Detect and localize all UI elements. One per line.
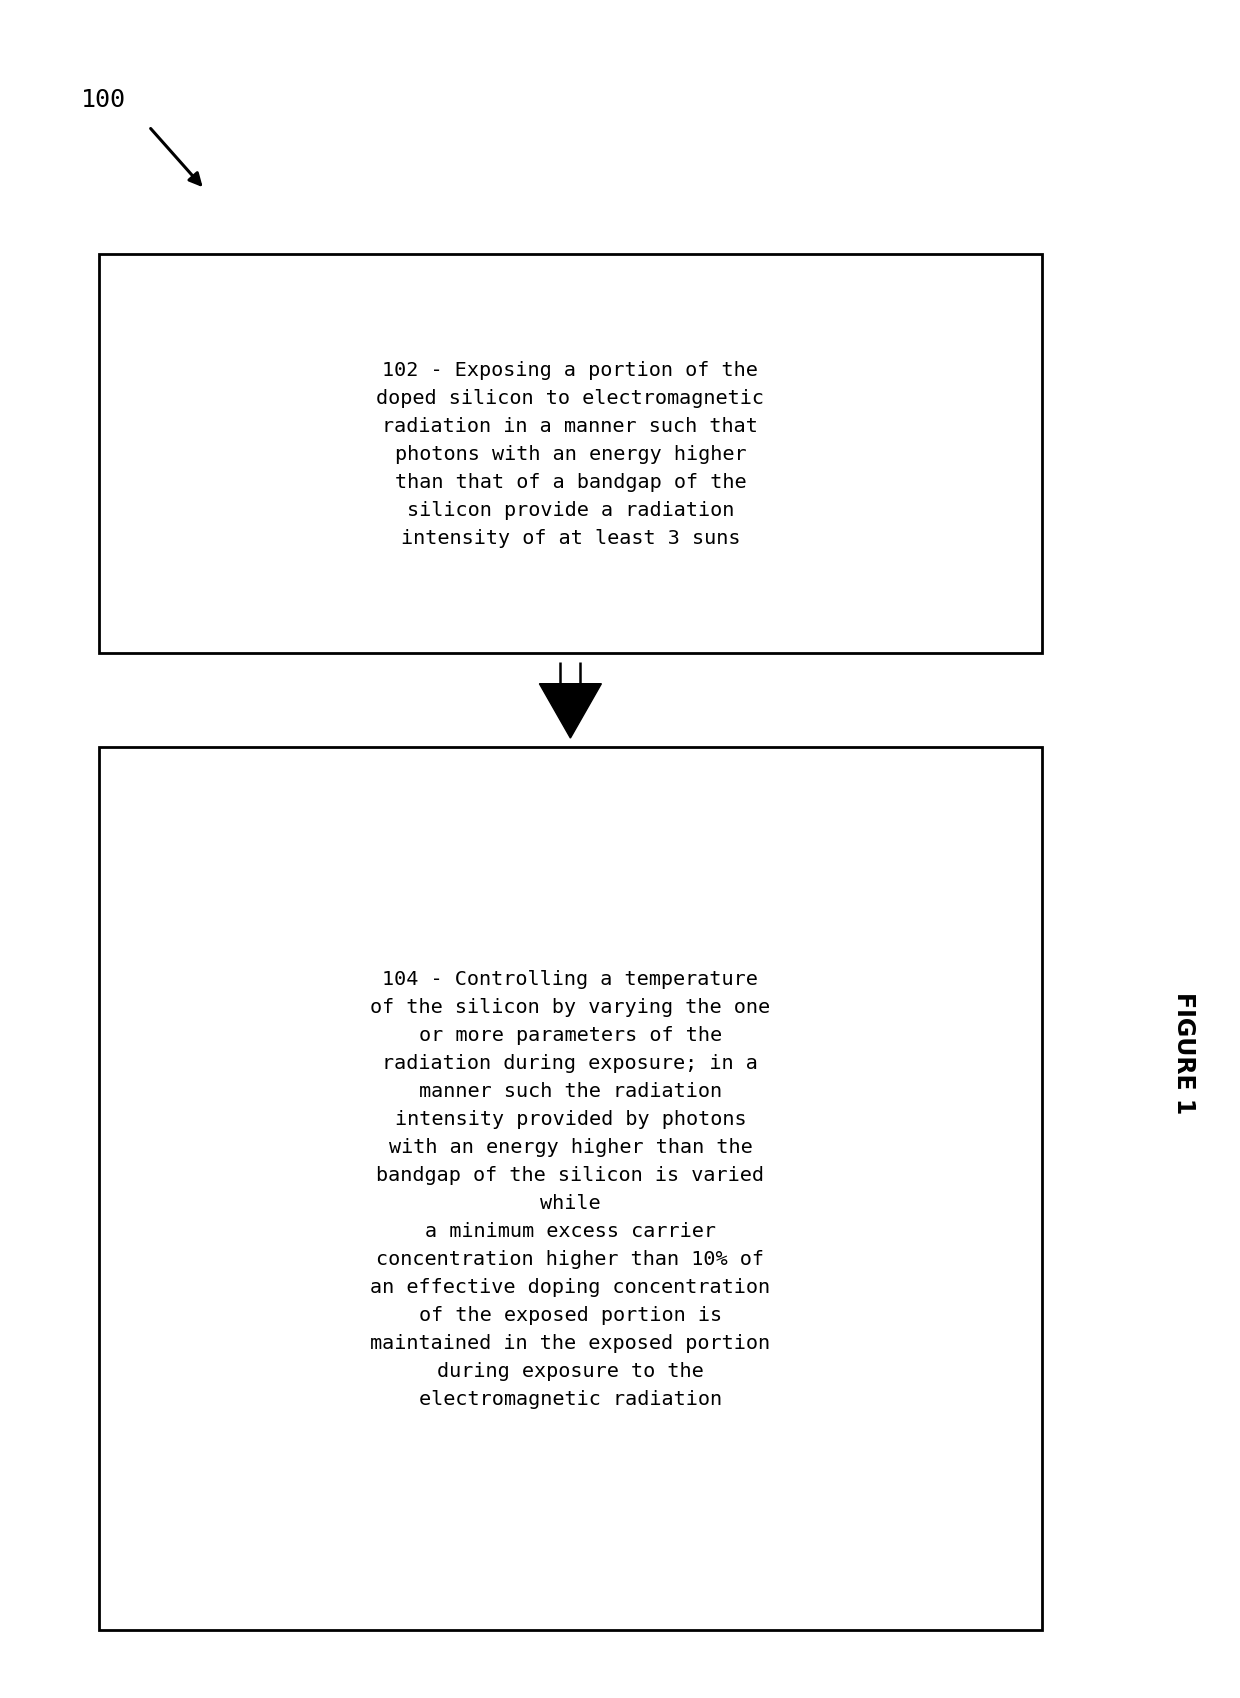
Text: 102 - Exposing a portion of the
doped silicon to electromagnetic
radiation in a : 102 - Exposing a portion of the doped si… [377,360,764,548]
Text: 100: 100 [81,88,125,112]
Polygon shape [539,684,601,739]
FancyBboxPatch shape [99,747,1042,1630]
FancyBboxPatch shape [99,255,1042,654]
Text: 104 - Controlling a temperature
of the silicon by varying the one
or more parame: 104 - Controlling a temperature of the s… [371,970,770,1408]
Text: FIGURE 1: FIGURE 1 [1172,992,1197,1114]
